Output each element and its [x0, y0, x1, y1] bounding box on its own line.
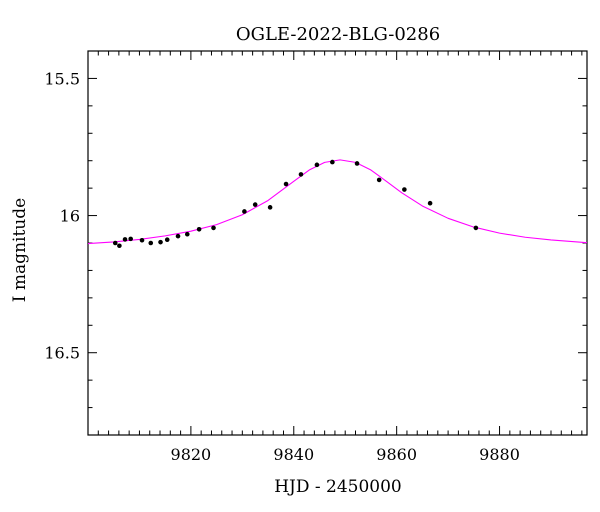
- data-point: [402, 187, 407, 192]
- data-point: [196, 226, 202, 232]
- data-point: [283, 181, 289, 187]
- data-point: [122, 237, 128, 242]
- data-point: [314, 162, 320, 168]
- model-curve: [87, 159, 588, 245]
- x-axis-label: HJD - 2450000: [274, 477, 402, 497]
- data-point: [128, 236, 133, 242]
- data-point: [148, 240, 154, 246]
- x-tick-label: 9840: [273, 445, 314, 464]
- data-point: [112, 240, 118, 246]
- y-tick-label: 16: [60, 207, 80, 226]
- data-point: [376, 177, 382, 183]
- data-point: [158, 239, 163, 245]
- y-axis-label: I magnitude: [10, 198, 30, 302]
- model-curve-layer: [87, 159, 588, 245]
- data-points-layer: [112, 159, 479, 249]
- x-tick-label: 9820: [171, 445, 212, 464]
- data-point: [473, 225, 479, 231]
- y-tick-label: 16.5: [44, 344, 80, 363]
- x-tick-label: 9880: [479, 445, 520, 464]
- data-point: [139, 237, 145, 243]
- data-point: [184, 231, 190, 237]
- data-point: [117, 243, 122, 249]
- data-point: [354, 161, 360, 166]
- data-point: [242, 209, 247, 214]
- data-point: [267, 205, 273, 210]
- plot-frame: [87, 50, 588, 436]
- data-point: [330, 159, 335, 165]
- data-point: [211, 225, 216, 231]
- y-tick-label: 15.5: [44, 69, 80, 88]
- data-point: [175, 233, 181, 239]
- axis-ticks: 9820 9840 9860 9880 15.5 16 16.5: [44, 50, 587, 464]
- plot-area-border: [87, 50, 588, 436]
- data-point: [298, 172, 304, 177]
- data-point: [164, 237, 170, 243]
- data-point: [252, 202, 258, 207]
- data-point: [427, 200, 433, 206]
- chart-title: OGLE-2022-BLG-0286: [236, 24, 440, 45]
- x-tick-label: 9860: [376, 445, 417, 464]
